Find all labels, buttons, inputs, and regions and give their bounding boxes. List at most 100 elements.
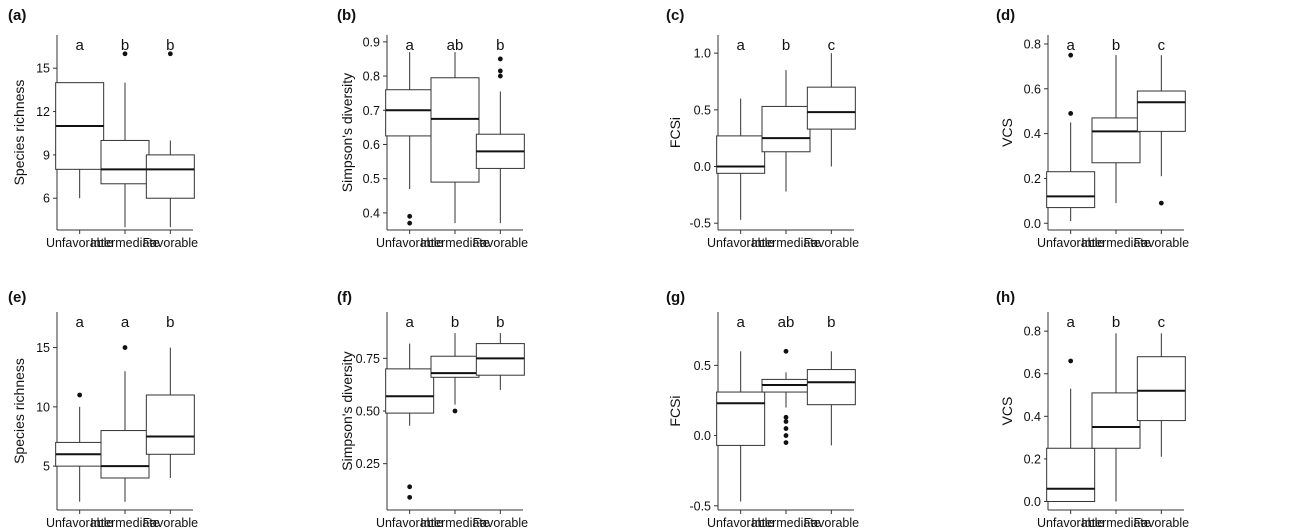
outlier-point <box>407 494 413 500</box>
y-tick-label: 0.0 <box>694 160 711 174</box>
x-category-label: Favorable <box>804 236 860 250</box>
significance-letter: b <box>166 37 174 54</box>
significance-letter: b <box>166 314 174 331</box>
box <box>716 391 766 446</box>
box <box>385 368 435 414</box>
outlier-point <box>407 220 413 226</box>
significance-letter: a <box>736 37 745 54</box>
x-category-label: Favorable <box>473 236 529 250</box>
significance-letter: a <box>121 314 130 331</box>
outlier-point <box>167 51 173 57</box>
outlier-point <box>783 419 789 424</box>
y-axis-title: FCSi <box>667 117 683 148</box>
y-tick-label: 0.0 <box>1024 217 1041 231</box>
outlier-point <box>77 392 83 398</box>
panel-c: (c) -0.5 0.0 0.5 1.0 FCSi Unfavorable a Intermed… <box>666 7 859 250</box>
outlier-point <box>122 51 128 57</box>
y-tick-label: 0.4 <box>1024 410 1041 424</box>
panel-label: (a) <box>8 7 26 24</box>
significance-letter: b <box>121 37 129 54</box>
x-category-label: Favorable <box>143 516 199 530</box>
y-tick-label: 0.5 <box>694 359 711 373</box>
panel-label: (g) <box>666 289 685 306</box>
y-tick-label: 15 <box>36 62 50 76</box>
y-tick-label: 6 <box>43 192 50 206</box>
significance-letter: b <box>782 37 790 54</box>
significance-letter: b <box>496 37 504 54</box>
box <box>1091 392 1141 449</box>
box <box>1046 171 1096 209</box>
y-tick-label: 9 <box>43 148 50 162</box>
box <box>1046 447 1096 502</box>
y-tick-label: 0.25 <box>356 457 380 471</box>
y-tick-label: 0.7 <box>363 104 380 118</box>
box <box>145 154 195 199</box>
x-category-label: Favorable <box>143 236 199 250</box>
outlier-point <box>783 440 789 445</box>
y-tick-label: 0.6 <box>363 138 380 152</box>
x-category-label: Favorable <box>1134 236 1190 250</box>
y-tick-label: 0.50 <box>356 405 380 419</box>
panel-label: (h) <box>996 289 1015 306</box>
panel-label: (e) <box>8 289 26 306</box>
y-tick-label: 0.75 <box>356 352 380 366</box>
outlier-point <box>407 484 413 490</box>
y-axis-title: Simpson's diversity <box>339 73 355 192</box>
y-tick-label: 0.6 <box>1024 82 1041 96</box>
y-axis-title: VCS <box>999 118 1015 147</box>
outlier-point <box>783 426 789 431</box>
y-tick-label: 5 <box>43 460 50 474</box>
y-axis-title: Simpson's diversity <box>339 351 355 470</box>
box <box>145 394 195 455</box>
x-category-label: Favorable <box>1134 516 1190 530</box>
y-tick-label: 0.0 <box>694 429 711 443</box>
outlier-point <box>783 433 789 438</box>
box <box>385 89 435 137</box>
significance-letter: a <box>405 314 414 331</box>
significance-letter: b <box>1112 37 1120 54</box>
significance-letter: a <box>1066 314 1075 331</box>
x-category-label: Intermediate <box>420 236 490 250</box>
outlier-point <box>783 348 789 354</box>
box <box>716 135 766 174</box>
y-tick-label: 0.8 <box>1024 325 1041 339</box>
x-category-label: Unfavorable <box>46 516 113 530</box>
y-axis-title: FCSi <box>667 395 683 426</box>
significance-letter: a <box>405 37 414 54</box>
y-axis-title: Species richness <box>11 80 27 186</box>
y-tick-label: 0.9 <box>363 35 380 49</box>
panel-g: (g) -0.5 0.0 0.5 FCSi Unfavorable a Intermediat… <box>666 289 859 530</box>
outlier-point <box>1068 52 1074 58</box>
box <box>475 343 525 376</box>
x-category-label: Unfavorable <box>707 516 774 530</box>
box <box>100 139 150 185</box>
x-category-label: Unfavorable <box>376 516 443 530</box>
significance-letter: b <box>496 314 504 331</box>
outlier-point <box>407 213 413 219</box>
significance-letter: ab <box>447 37 464 54</box>
y-tick-label: 0.8 <box>363 70 380 84</box>
y-tick-label: -0.5 <box>689 217 711 231</box>
x-category-label: Intermediate <box>1081 516 1151 530</box>
y-axis-title: Species richness <box>11 358 27 464</box>
x-category-label: Unfavorable <box>376 236 443 250</box>
box <box>1136 356 1186 422</box>
y-tick-label: 0.0 <box>1024 495 1041 509</box>
y-tick-label: 15 <box>36 341 50 355</box>
y-tick-label: -0.5 <box>689 499 711 513</box>
outlier-point <box>1068 358 1074 364</box>
x-category-label: Favorable <box>473 516 529 530</box>
significance-letter: a <box>75 314 84 331</box>
box <box>1136 90 1186 132</box>
y-tick-label: 0.5 <box>694 103 711 117</box>
significance-letter: c <box>828 37 836 54</box>
panel-label: (f) <box>337 289 352 306</box>
outlier-point <box>783 414 789 420</box>
y-tick-label: 0.6 <box>1024 367 1041 381</box>
box <box>430 355 480 378</box>
y-tick-label: 12 <box>36 105 50 119</box>
y-tick-label: 10 <box>36 400 50 414</box>
panel-d: (d) 0.0 0.2 0.4 0.6 0.8 VCS Unfavorable a Interme… <box>996 7 1189 250</box>
